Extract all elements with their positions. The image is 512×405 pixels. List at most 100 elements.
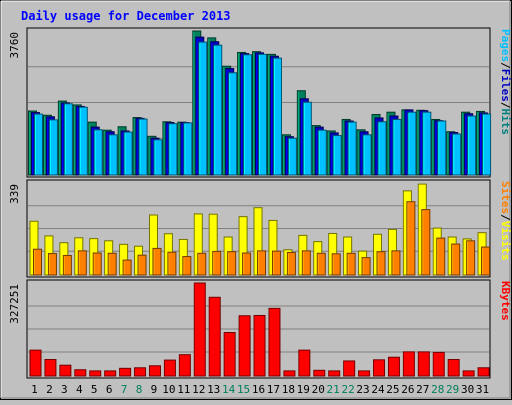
x-label-day-9: 9: [151, 383, 158, 396]
bar-pages-day-26: [407, 111, 417, 176]
x-label-day-20: 20: [312, 383, 325, 396]
bar-kbytes-day-14: [223, 332, 236, 377]
x-label-day-30: 30: [461, 383, 474, 396]
x-label-day-24: 24: [371, 383, 385, 396]
bar-sites-day-21: [331, 253, 341, 276]
bar-kbytes-day-27: [417, 351, 430, 377]
x-label-day-12: 12: [192, 383, 205, 396]
bar-kbytes-day-21: [328, 370, 341, 377]
bar-pages-day-4: [78, 106, 88, 176]
bar-kbytes-day-26: [402, 351, 415, 377]
x-label-day-13: 13: [207, 383, 220, 396]
x-label-day-21: 21: [327, 383, 340, 396]
x-label-day-17: 17: [267, 383, 280, 396]
bar-kbytes-day-5: [89, 370, 102, 377]
bar-sites-day-19: [301, 250, 311, 276]
x-label-day-7: 7: [121, 383, 128, 396]
bar-sites-day-13: [212, 250, 222, 276]
bar-kbytes-day-23: [358, 370, 371, 377]
bar-sites-day-11: [182, 256, 192, 276]
legend-separator: /: [499, 62, 512, 69]
bar-sites-day-27: [421, 209, 431, 276]
y-max-label: 3760: [8, 32, 21, 59]
bar-pages-day-17: [272, 57, 282, 176]
x-label-day-10: 10: [162, 383, 175, 396]
x-label-day-6: 6: [106, 383, 113, 396]
bar-sites-day-9: [152, 247, 162, 276]
bar-pages-day-8: [138, 118, 148, 176]
bar-pages-day-20: [317, 129, 327, 176]
x-axis-labels: 1 2 3 4 5 6 7 8 9 10 11 12 13 14 15 16 17 18 19 20 21 22 23 24 2…: [31, 383, 489, 396]
bar-kbytes-day-12: [193, 282, 206, 377]
bar-sites-day-4: [77, 250, 87, 276]
bar-sites-day-8: [137, 254, 147, 276]
legend: Pages/Files/Hits: [499, 29, 512, 135]
panel-visits-sites: 339 Sites/Visits: [8, 179, 512, 278]
legend-entry: Files: [499, 69, 512, 102]
x-label-day-26: 26: [401, 383, 414, 396]
x-label-day-1: 1: [31, 383, 38, 396]
bar-kbytes-day-9: [148, 365, 161, 377]
bar-sites-day-18: [286, 251, 296, 276]
legend-separator: /: [499, 214, 512, 221]
x-label-day-31: 31: [476, 383, 489, 396]
bar-pages-day-5: [93, 129, 103, 176]
bar-pages-day-24: [377, 121, 387, 176]
bar-kbytes-day-30: [462, 370, 475, 377]
panel-hits-files-pages: 3760 Pages/Files/Hits: [8, 27, 512, 178]
bar-kbytes-day-2: [44, 359, 57, 377]
bar-pages-day-25: [392, 118, 402, 176]
bar-pages-day-2: [48, 119, 58, 176]
bar-sites-day-24: [376, 251, 386, 276]
bar-pages-day-1: [34, 113, 43, 176]
bar-sites-day-29: [451, 243, 461, 276]
bar-sites-day-12: [197, 252, 207, 276]
chart-title: Daily usage for December 2013: [21, 9, 231, 23]
bar-kbytes-day-11: [178, 354, 191, 377]
bar-pages-day-29: [452, 133, 462, 176]
y-max-label: 327251: [8, 284, 21, 324]
bar-sites-day-7: [122, 259, 132, 276]
bar-pages-day-31: [482, 113, 492, 176]
x-label-day-14: 14: [222, 383, 236, 396]
bar-pages-day-22: [347, 121, 357, 176]
bar-kbytes-day-18: [283, 370, 296, 377]
bar-kbytes-day-4: [74, 369, 87, 377]
bar-sites-day-30: [466, 240, 476, 276]
x-label-day-8: 8: [136, 383, 143, 396]
legend-entry: Visits: [499, 221, 512, 261]
bar-sites-day-25: [391, 250, 401, 276]
bar-kbytes-day-28: [432, 351, 445, 377]
panel-kbytes: 327251 KBytes: [8, 279, 512, 379]
x-label-day-28: 28: [431, 383, 444, 396]
bar-kbytes-day-7: [119, 367, 132, 377]
bar-kbytes-day-22: [343, 360, 356, 377]
bar-sites-day-5: [92, 252, 102, 276]
x-label-day-27: 27: [416, 383, 429, 396]
bar-sites-day-3: [62, 254, 72, 276]
bar-kbytes-day-29: [447, 359, 460, 377]
legend-entry: Pages: [499, 29, 512, 62]
x-label-day-3: 3: [61, 383, 68, 396]
bar-pages-day-18: [287, 137, 297, 176]
x-label-day-15: 15: [237, 383, 250, 396]
bar-pages-day-12: [198, 41, 208, 176]
bar-pages-day-9: [153, 139, 163, 176]
bar-kbytes-day-24: [373, 359, 386, 377]
x-label-day-23: 23: [356, 383, 369, 396]
bar-pages-day-23: [362, 134, 372, 176]
bar-sites-day-6: [107, 252, 117, 276]
bar-kbytes-day-13: [208, 296, 221, 377]
x-label-day-5: 5: [91, 383, 98, 396]
legend: Sites/Visits: [499, 181, 512, 261]
bar-pages-day-16: [258, 53, 268, 176]
x-label-day-2: 2: [46, 383, 53, 396]
bar-sites-day-17: [271, 250, 281, 276]
bar-pages-day-15: [243, 54, 253, 176]
bar-sites-day-26: [406, 201, 416, 276]
bar-kbytes-day-25: [387, 356, 400, 377]
bar-sites-day-1: [33, 248, 42, 276]
bar-sites-day-10: [167, 251, 177, 276]
